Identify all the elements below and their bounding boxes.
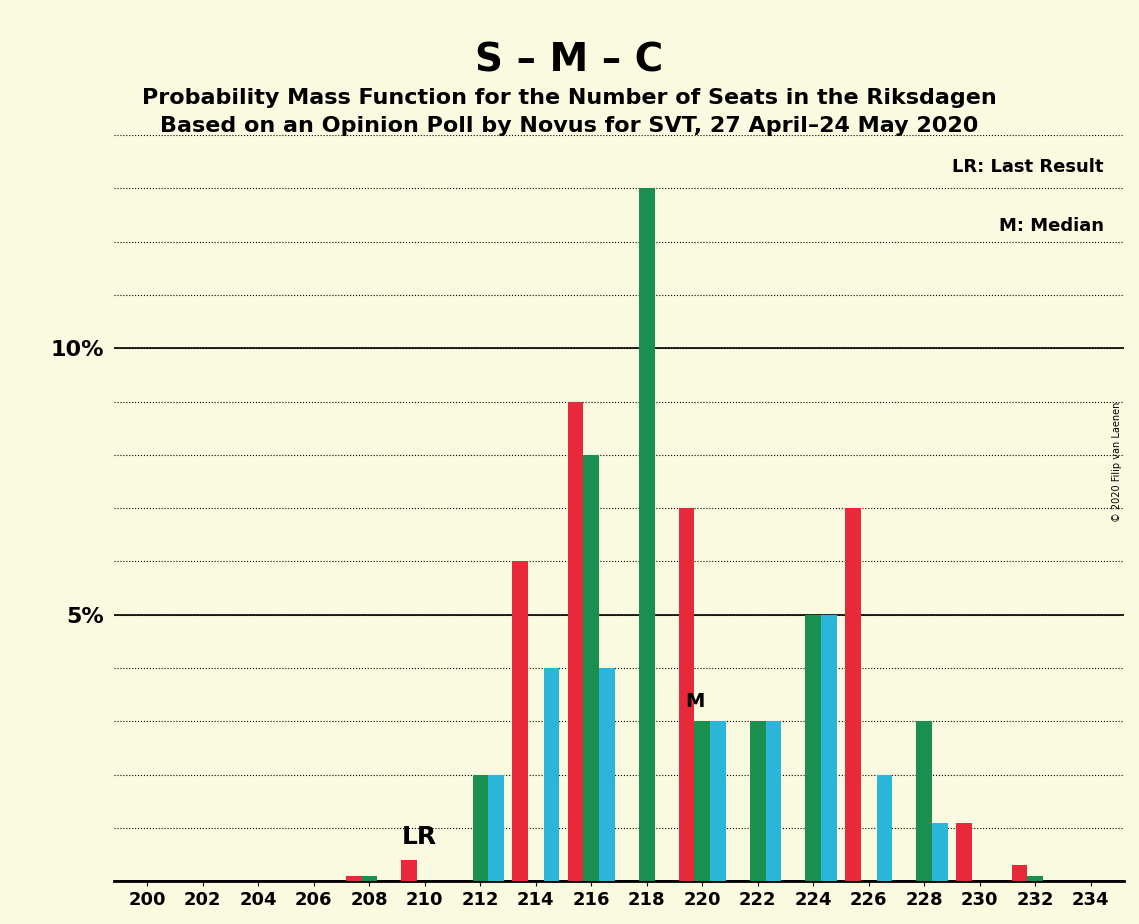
Bar (513, 562, 528, 881)
Bar (1027, 876, 1043, 881)
Text: LR: Last Result: LR: Last Result (952, 157, 1104, 176)
Bar (1011, 865, 1027, 881)
Bar (765, 722, 781, 881)
Bar (543, 668, 559, 881)
Bar (639, 188, 655, 881)
Text: M: Median: M: Median (999, 217, 1104, 236)
Bar (845, 508, 861, 881)
Text: © 2020 Filip van Laenen: © 2020 Filip van Laenen (1112, 402, 1122, 522)
Text: M: M (685, 692, 704, 711)
Bar (679, 508, 695, 881)
Bar (599, 668, 615, 881)
Bar (568, 402, 583, 881)
Bar (361, 876, 377, 881)
Bar (821, 614, 836, 881)
Text: LR: LR (401, 825, 436, 849)
Bar (346, 876, 361, 881)
Bar (473, 774, 487, 881)
Bar (401, 860, 417, 881)
Bar (957, 822, 972, 881)
Text: S – M – C: S – M – C (475, 42, 664, 79)
Bar (695, 722, 710, 881)
Bar (805, 614, 821, 881)
Bar (583, 455, 599, 881)
Bar (749, 722, 765, 881)
Bar (917, 722, 932, 881)
Text: Based on an Opinion Poll by Novus for SVT, 27 April–24 May 2020: Based on an Opinion Poll by Novus for SV… (161, 116, 978, 136)
Bar (487, 774, 503, 881)
Bar (932, 822, 948, 881)
Bar (877, 774, 892, 881)
Text: Probability Mass Function for the Number of Seats in the Riksdagen: Probability Mass Function for the Number… (142, 88, 997, 108)
Bar (710, 722, 726, 881)
